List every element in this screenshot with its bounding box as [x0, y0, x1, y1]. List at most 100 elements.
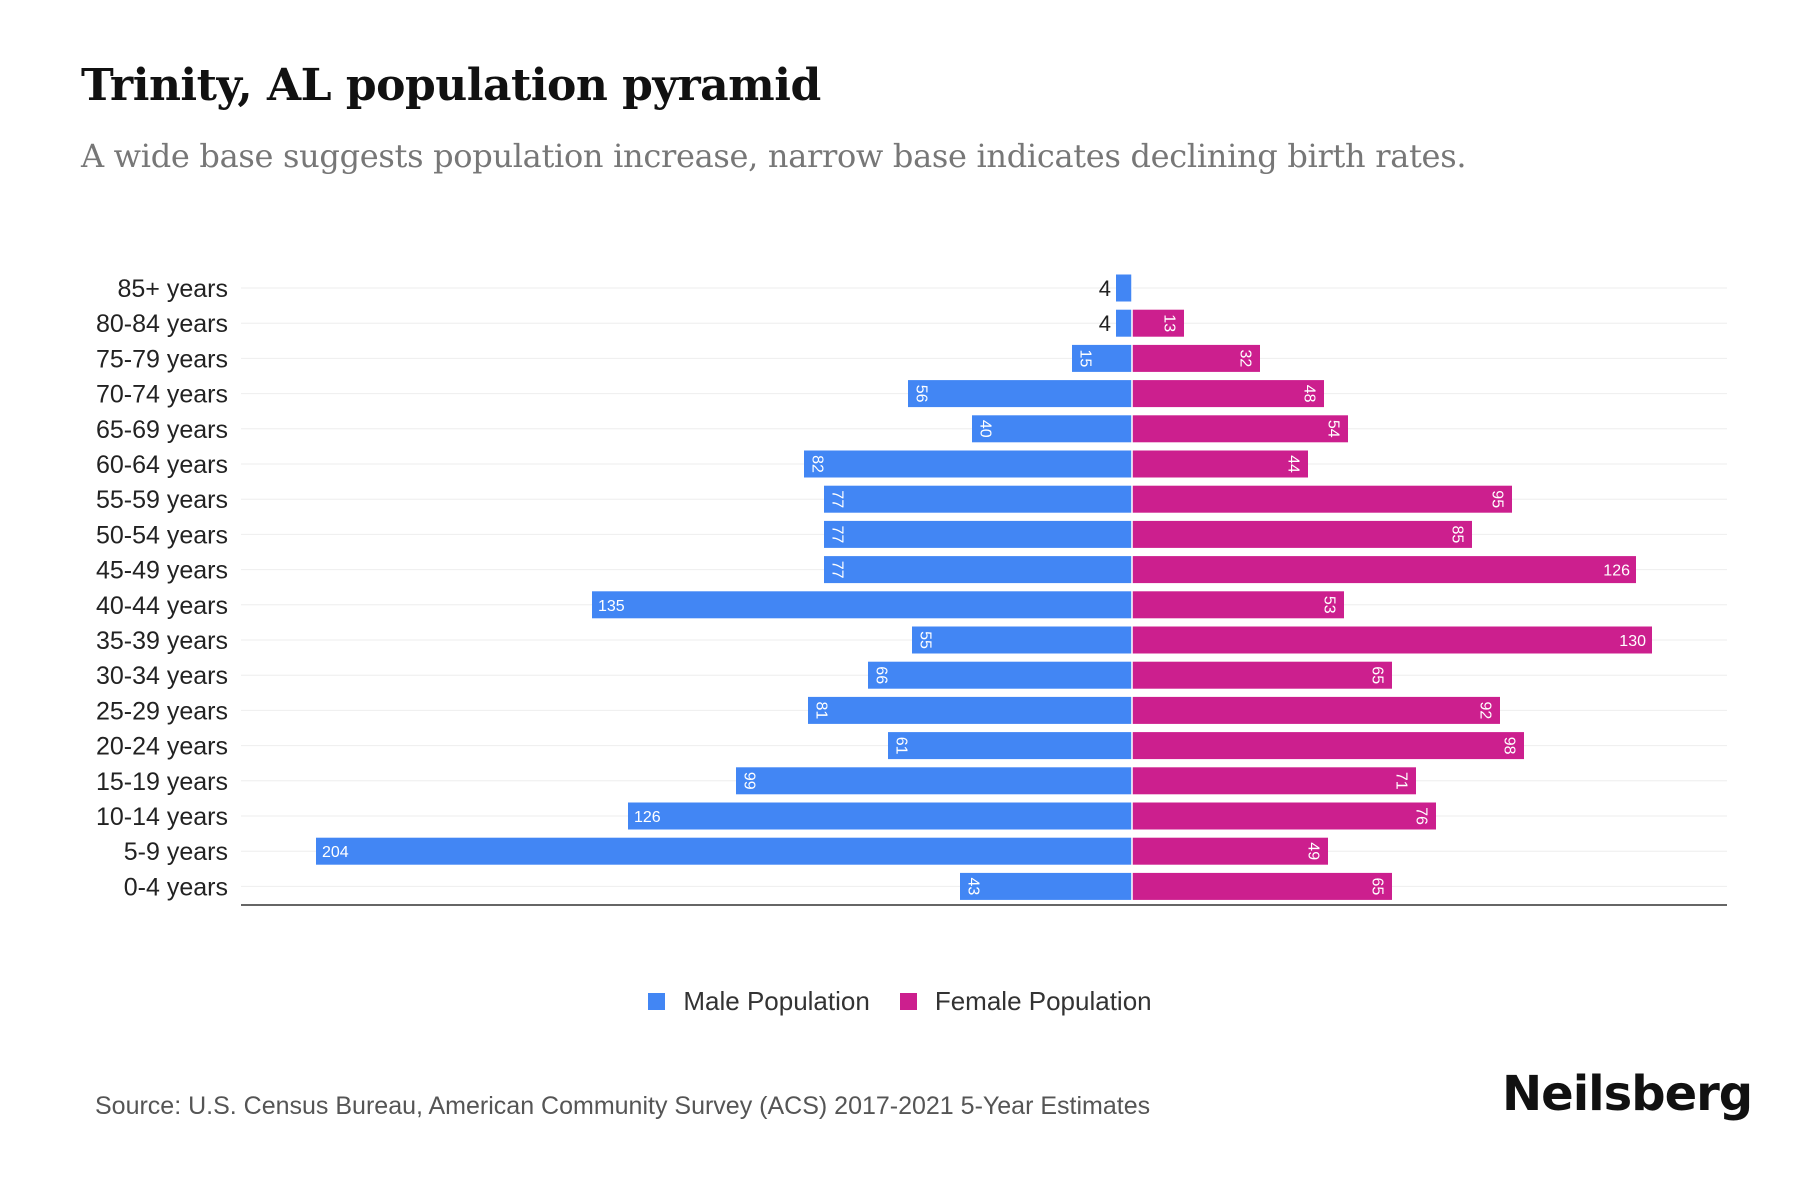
- data-label: 40: [976, 420, 993, 438]
- data-label: 204: [322, 844, 349, 861]
- female-bar: [1132, 520, 1472, 548]
- female-bar: [1132, 556, 1636, 584]
- male-bar: [1072, 344, 1132, 372]
- male-bar: [912, 626, 1132, 654]
- data-label: 126: [634, 809, 661, 826]
- legend-label-male: Male Population: [683, 986, 870, 1016]
- data-label: 53: [1320, 596, 1337, 614]
- legend-item-male[interactable]: Male Population: [648, 986, 870, 1017]
- data-label: 66: [872, 666, 889, 684]
- female-bar: [1132, 415, 1348, 443]
- legend-item-female[interactable]: Female Population: [899, 986, 1152, 1017]
- male-bar: [808, 696, 1132, 724]
- tick-label: 50-54 years: [96, 521, 228, 549]
- data-label: 130: [1619, 633, 1646, 650]
- female-bar: [1132, 696, 1500, 724]
- male-bar: [1116, 309, 1132, 337]
- male-bar: [888, 732, 1132, 760]
- data-label: 92: [1476, 702, 1493, 720]
- tick-label: 35-39 years: [96, 627, 228, 655]
- data-label: 77: [828, 490, 845, 508]
- female-bar: [1132, 767, 1416, 795]
- male-bar: [628, 802, 1132, 830]
- female-bar: [1132, 344, 1260, 372]
- data-label: 99: [740, 772, 757, 790]
- female-bar: [1132, 450, 1308, 478]
- tick-label: 20-24 years: [96, 733, 228, 761]
- male-bar: [804, 450, 1132, 478]
- male-bar: [1116, 274, 1132, 302]
- data-label: 95: [1488, 490, 1505, 508]
- data-label: 65: [1368, 878, 1385, 896]
- legend-swatch-male: [648, 993, 666, 1010]
- data-label: 13: [1160, 314, 1177, 332]
- female-bar: [1132, 661, 1392, 689]
- female-bar: [1132, 380, 1324, 408]
- tick-label: 0-4 years: [124, 873, 228, 901]
- tick-label: 85+ years: [118, 275, 229, 303]
- data-label: 71: [1392, 772, 1409, 790]
- female-bar: [1132, 309, 1184, 337]
- data-label: 49: [1304, 842, 1321, 860]
- legend-swatch-female: [899, 993, 917, 1010]
- source-note: Source: U.S. Census Bureau, American Com…: [95, 1092, 1151, 1120]
- data-label: 77: [828, 526, 845, 544]
- tick-label: 40-44 years: [96, 592, 228, 620]
- data-label: 82: [808, 455, 825, 473]
- data-label: 43: [964, 878, 981, 896]
- tick-label: 5-9 years: [124, 838, 228, 866]
- data-label: 65: [1368, 666, 1385, 684]
- female-bar: [1132, 732, 1524, 760]
- legend: Male Population Female Population: [0, 986, 1800, 1017]
- data-label: 15: [1076, 350, 1093, 368]
- female-bar: [1132, 591, 1344, 619]
- chart-subtitle: A wide base suggests population increase…: [81, 137, 1467, 175]
- data-label: 126: [1603, 563, 1630, 580]
- data-label: 76: [1412, 807, 1429, 825]
- tick-label: 60-64 years: [96, 451, 228, 479]
- tick-label: 65-69 years: [96, 416, 228, 444]
- male-bar: [908, 380, 1132, 408]
- tick-label: 25-29 years: [96, 697, 228, 725]
- legend-label-female: Female Population: [934, 986, 1152, 1016]
- female-bar: [1132, 626, 1652, 654]
- data-label: 135: [598, 598, 625, 615]
- female-bar: [1132, 485, 1512, 513]
- data-label: 4: [1099, 311, 1111, 336]
- female-bar: [1132, 802, 1436, 830]
- chart-title: Trinity, AL population pyramid: [81, 60, 821, 111]
- data-label: 48: [1300, 385, 1317, 403]
- male-bar: [736, 767, 1132, 795]
- data-label: 54: [1324, 420, 1341, 438]
- data-label: 44: [1284, 455, 1301, 473]
- male-bar: [824, 520, 1132, 548]
- data-label: 61: [892, 737, 909, 755]
- tick-label: 15-19 years: [96, 768, 228, 796]
- male-bar: [868, 661, 1132, 689]
- data-label: 85: [1448, 526, 1465, 544]
- male-bar: [824, 556, 1132, 584]
- male-bar: [960, 872, 1132, 900]
- data-label: 4: [1099, 276, 1111, 301]
- female-bar: [1132, 837, 1328, 865]
- tick-label: 30-34 years: [96, 662, 228, 690]
- tick-label: 80-84 years: [96, 310, 228, 338]
- neilsberg-logo: Neilsberg: [1502, 1066, 1753, 1122]
- data-label: 56: [912, 385, 929, 403]
- tick-label: 55-59 years: [96, 486, 228, 514]
- data-label: 55: [916, 631, 933, 649]
- male-bar: [972, 415, 1132, 443]
- data-label: 77: [828, 561, 845, 579]
- female-bar: [1132, 872, 1392, 900]
- male-bar: [592, 591, 1132, 619]
- data-label: 32: [1236, 350, 1253, 368]
- data-label: 98: [1500, 737, 1517, 755]
- male-bar: [316, 837, 1132, 865]
- tick-label: 75-79 years: [96, 345, 228, 373]
- data-label: 81: [812, 702, 829, 720]
- tick-label: 10-14 years: [96, 803, 228, 831]
- tick-label: 70-74 years: [96, 381, 228, 409]
- tick-label: 45-49 years: [96, 557, 228, 585]
- male-bar: [824, 485, 1132, 513]
